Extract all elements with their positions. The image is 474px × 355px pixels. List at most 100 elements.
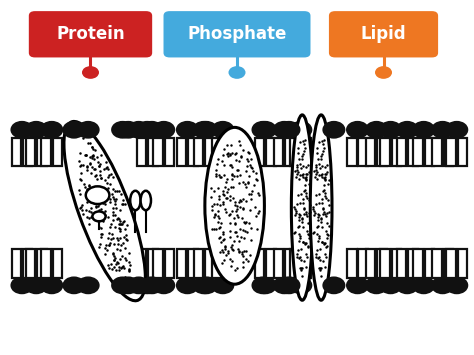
Circle shape	[154, 122, 174, 137]
Circle shape	[279, 122, 300, 137]
Bar	[154, 137, 163, 166]
Bar	[302, 249, 311, 278]
Bar	[413, 249, 423, 278]
Circle shape	[432, 122, 453, 137]
Text: Protein: Protein	[56, 25, 125, 43]
Bar	[366, 137, 375, 166]
Circle shape	[196, 278, 217, 293]
Bar	[164, 137, 174, 166]
Bar	[408, 137, 418, 166]
Circle shape	[397, 278, 418, 293]
Circle shape	[323, 122, 344, 137]
Circle shape	[413, 122, 434, 137]
Circle shape	[196, 122, 217, 137]
Bar	[266, 137, 276, 166]
Bar	[205, 137, 214, 166]
Circle shape	[228, 66, 246, 79]
Bar	[11, 249, 21, 278]
Bar	[26, 249, 35, 278]
Circle shape	[347, 278, 368, 293]
Bar	[188, 249, 198, 278]
Circle shape	[78, 278, 99, 293]
Circle shape	[274, 278, 295, 293]
Bar	[432, 137, 442, 166]
Bar	[37, 249, 46, 278]
Bar	[458, 137, 467, 166]
Circle shape	[26, 278, 46, 293]
Circle shape	[366, 278, 387, 293]
Bar	[188, 137, 198, 166]
Bar	[137, 249, 146, 278]
Circle shape	[193, 122, 214, 137]
Bar	[458, 249, 467, 278]
Circle shape	[366, 122, 387, 137]
Bar	[377, 249, 387, 278]
Bar	[148, 137, 157, 166]
Circle shape	[291, 278, 311, 293]
Circle shape	[92, 212, 106, 222]
Bar	[447, 249, 456, 278]
Bar	[177, 137, 186, 166]
Bar	[212, 249, 222, 278]
Bar	[205, 249, 214, 278]
Bar	[425, 249, 434, 278]
Bar	[397, 249, 406, 278]
Bar	[380, 249, 390, 278]
Bar	[53, 249, 62, 278]
Bar	[392, 137, 401, 166]
Circle shape	[64, 278, 84, 293]
FancyBboxPatch shape	[329, 11, 438, 58]
Bar	[193, 249, 203, 278]
Bar	[41, 137, 51, 166]
Bar	[23, 137, 32, 166]
Bar	[285, 249, 295, 278]
Circle shape	[142, 278, 162, 293]
Ellipse shape	[64, 121, 146, 301]
Circle shape	[253, 278, 273, 293]
Bar	[347, 249, 356, 278]
Bar	[366, 249, 375, 278]
Bar	[11, 137, 21, 166]
Bar	[358, 137, 368, 166]
Bar	[377, 137, 387, 166]
Circle shape	[118, 122, 139, 137]
Circle shape	[380, 278, 401, 293]
Circle shape	[137, 278, 157, 293]
Bar	[148, 249, 157, 278]
Bar	[425, 137, 434, 166]
Circle shape	[11, 278, 32, 293]
Circle shape	[255, 122, 276, 137]
Circle shape	[447, 122, 467, 137]
Bar	[37, 137, 46, 166]
Bar	[274, 249, 283, 278]
Bar	[408, 249, 418, 278]
Circle shape	[323, 278, 344, 293]
Bar	[444, 137, 453, 166]
Bar	[154, 249, 163, 278]
Circle shape	[347, 122, 368, 137]
Circle shape	[118, 278, 139, 293]
Circle shape	[137, 122, 157, 137]
Bar	[380, 137, 390, 166]
Circle shape	[375, 66, 392, 79]
Circle shape	[112, 122, 133, 137]
Circle shape	[193, 278, 214, 293]
Circle shape	[86, 186, 109, 204]
Bar	[274, 137, 283, 166]
Bar	[164, 249, 174, 278]
Text: Phosphate: Phosphate	[187, 25, 287, 43]
Circle shape	[41, 278, 62, 293]
Bar	[224, 137, 233, 166]
Circle shape	[142, 122, 162, 137]
Circle shape	[432, 278, 453, 293]
Circle shape	[212, 122, 233, 137]
Bar	[302, 137, 311, 166]
Circle shape	[291, 122, 311, 137]
Circle shape	[41, 122, 62, 137]
Bar	[347, 137, 356, 166]
Circle shape	[397, 122, 418, 137]
FancyBboxPatch shape	[29, 11, 152, 58]
Circle shape	[64, 122, 84, 137]
Bar	[266, 249, 276, 278]
Bar	[291, 249, 300, 278]
